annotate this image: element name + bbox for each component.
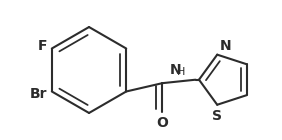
Text: O: O	[156, 116, 168, 130]
Text: H: H	[177, 67, 185, 77]
Text: N: N	[170, 63, 181, 77]
Text: S: S	[212, 109, 222, 123]
Text: Br: Br	[29, 87, 47, 101]
Text: N: N	[220, 39, 232, 53]
Text: F: F	[38, 39, 47, 53]
